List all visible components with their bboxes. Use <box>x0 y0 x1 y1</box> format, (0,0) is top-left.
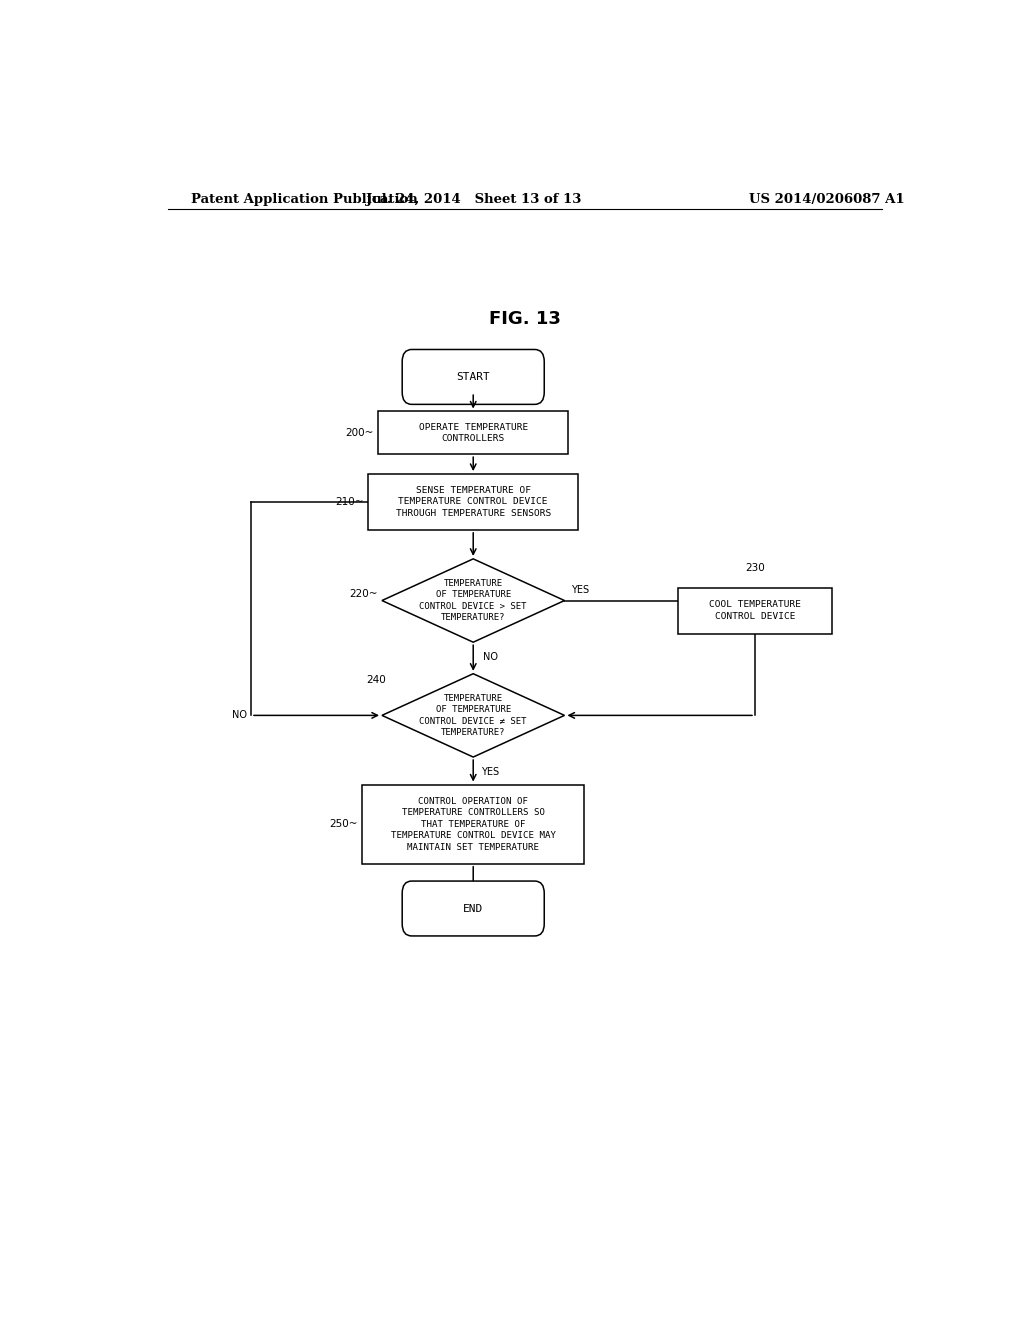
Text: 230: 230 <box>745 562 765 573</box>
Text: END: END <box>463 903 483 913</box>
Text: FIG. 13: FIG. 13 <box>488 310 561 327</box>
Polygon shape <box>382 673 564 758</box>
Polygon shape <box>382 558 564 643</box>
Text: 240: 240 <box>367 675 386 685</box>
Text: 250~: 250~ <box>330 820 358 829</box>
Text: TEMPERATURE
OF TEMPERATURE
CONTROL DEVICE ≠ SET
TEMPERATURE?: TEMPERATURE OF TEMPERATURE CONTROL DEVIC… <box>420 694 527 737</box>
Text: OPERATE TEMPERATURE
CONTROLLERS: OPERATE TEMPERATURE CONTROLLERS <box>419 422 527 444</box>
Text: CONTROL OPERATION OF
TEMPERATURE CONTROLLERS SO
THAT TEMPERATURE OF
TEMPERATURE : CONTROL OPERATION OF TEMPERATURE CONTROL… <box>391 797 556 851</box>
Text: TEMPERATURE
OF TEMPERATURE
CONTROL DEVICE > SET
TEMPERATURE?: TEMPERATURE OF TEMPERATURE CONTROL DEVIC… <box>420 579 527 622</box>
Text: NO: NO <box>482 652 498 663</box>
Text: YES: YES <box>570 585 589 595</box>
Bar <box>368 474 579 529</box>
Text: START: START <box>457 372 490 381</box>
FancyBboxPatch shape <box>402 880 544 936</box>
Text: Jul. 24, 2014   Sheet 13 of 13: Jul. 24, 2014 Sheet 13 of 13 <box>366 193 581 206</box>
Bar <box>362 784 585 863</box>
Text: 220~: 220~ <box>349 590 378 599</box>
Text: NO: NO <box>232 710 247 721</box>
Bar <box>378 412 568 454</box>
Text: 210~: 210~ <box>336 496 365 507</box>
Text: Patent Application Publication: Patent Application Publication <box>191 193 418 206</box>
Bar <box>678 587 833 634</box>
Text: US 2014/0206087 A1: US 2014/0206087 A1 <box>749 193 904 206</box>
FancyBboxPatch shape <box>402 350 544 404</box>
Text: SENSE TEMPERATURE OF
TEMPERATURE CONTROL DEVICE
THROUGH TEMPERATURE SENSORS: SENSE TEMPERATURE OF TEMPERATURE CONTROL… <box>395 486 551 517</box>
Text: YES: YES <box>481 767 500 777</box>
Text: COOL TEMPERATURE
CONTROL DEVICE: COOL TEMPERATURE CONTROL DEVICE <box>709 601 801 620</box>
Text: 200~: 200~ <box>346 428 374 438</box>
